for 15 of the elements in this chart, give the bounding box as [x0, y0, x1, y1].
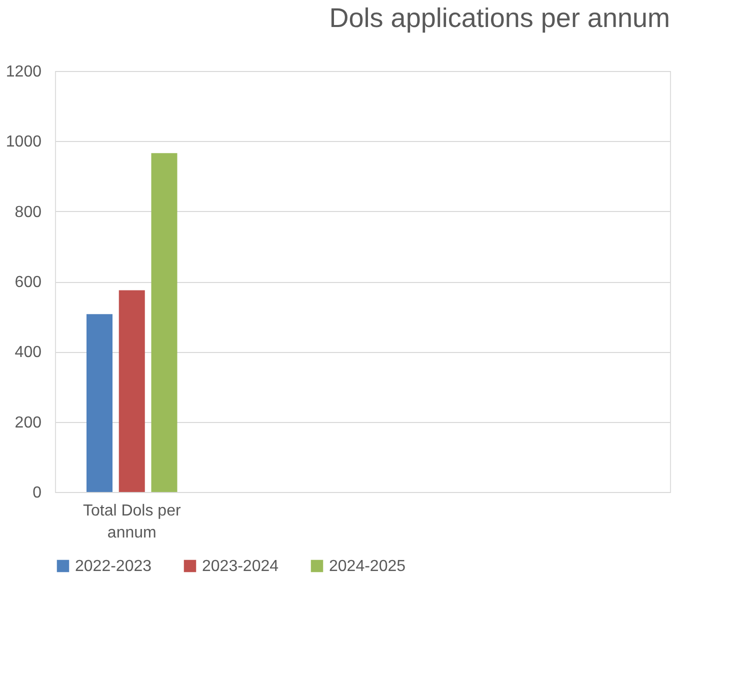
bar	[151, 153, 178, 492]
y-tick-label: 200	[14, 414, 42, 432]
bar	[118, 290, 145, 492]
chart-title: Dols applications per annum	[329, 3, 670, 33]
y-tick-label: 600	[14, 274, 42, 291]
bar	[86, 314, 113, 492]
x-tick-label: Total Dols per annum	[82, 502, 182, 542]
legend-label: 2022-2023	[75, 558, 152, 575]
y-tick-label: 1200	[6, 64, 42, 80]
legend-label: 2024-2025	[329, 558, 406, 575]
y-tick-label: 1000	[6, 134, 42, 151]
y-tick-label: 800	[14, 204, 42, 221]
y-tick-label: 400	[14, 344, 42, 362]
y-tick-label: 0	[32, 484, 42, 502]
legend-label: 2023-2024	[202, 558, 279, 575]
